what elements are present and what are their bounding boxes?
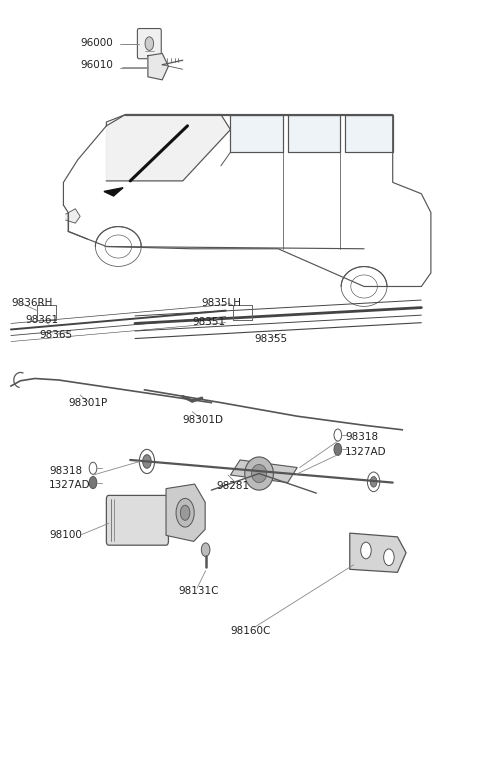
Polygon shape	[252, 465, 267, 482]
Text: 98301D: 98301D	[183, 415, 224, 425]
Text: 98361: 98361	[25, 315, 59, 325]
Text: 98131C: 98131C	[178, 586, 218, 597]
Circle shape	[176, 498, 194, 527]
Polygon shape	[288, 114, 340, 152]
Circle shape	[370, 477, 377, 487]
Circle shape	[143, 455, 151, 469]
Text: 98160C: 98160C	[230, 626, 271, 636]
FancyBboxPatch shape	[107, 495, 168, 545]
Circle shape	[334, 444, 342, 456]
Text: 98301P: 98301P	[68, 397, 108, 407]
Text: 98281: 98281	[216, 481, 249, 491]
Text: 9835LH: 9835LH	[202, 298, 242, 308]
Polygon shape	[148, 54, 168, 79]
Circle shape	[367, 472, 380, 491]
Circle shape	[89, 477, 97, 488]
Text: 98351: 98351	[192, 317, 226, 327]
Text: 96010: 96010	[81, 60, 114, 70]
Polygon shape	[104, 188, 123, 196]
Polygon shape	[345, 114, 393, 152]
Text: 1327AD: 1327AD	[49, 480, 91, 490]
Polygon shape	[350, 533, 406, 572]
Circle shape	[384, 549, 394, 565]
Polygon shape	[230, 114, 283, 152]
Circle shape	[334, 429, 342, 441]
Polygon shape	[66, 209, 80, 223]
Circle shape	[180, 505, 190, 520]
Text: 98100: 98100	[49, 531, 82, 540]
Circle shape	[139, 450, 155, 474]
Text: 98365: 98365	[39, 330, 72, 340]
Polygon shape	[166, 484, 205, 541]
Text: 98355: 98355	[254, 335, 288, 344]
Text: 1327AD: 1327AD	[345, 447, 386, 456]
Text: 98318: 98318	[345, 432, 378, 442]
Circle shape	[89, 463, 97, 475]
Polygon shape	[245, 457, 274, 490]
FancyBboxPatch shape	[137, 29, 161, 59]
Text: 98318: 98318	[49, 466, 82, 475]
Text: 9836RH: 9836RH	[11, 298, 52, 308]
Polygon shape	[107, 114, 230, 181]
Polygon shape	[230, 460, 297, 482]
Circle shape	[145, 37, 154, 51]
Circle shape	[361, 542, 371, 559]
Circle shape	[201, 543, 210, 556]
Text: 96000: 96000	[81, 38, 114, 48]
